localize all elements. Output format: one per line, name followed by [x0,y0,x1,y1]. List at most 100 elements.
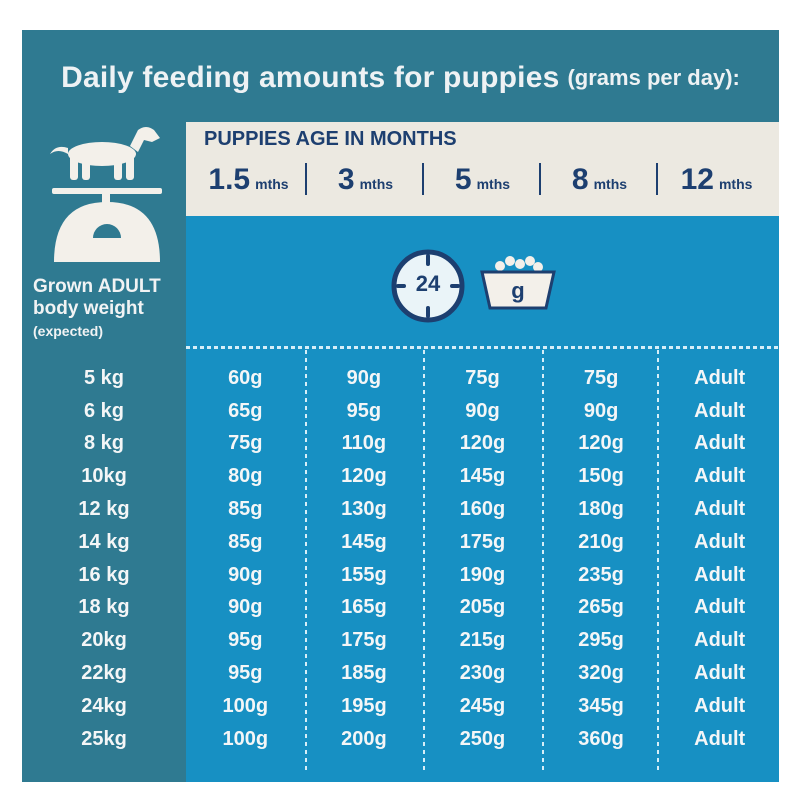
weight-cell: 25kg [81,727,127,750]
weight-column-label: Grown ADULT body weight (expected) [33,276,193,342]
age-header-title: PUPPIES AGE IN MONTHS [204,128,457,150]
amount-cell: 145g [341,530,387,553]
amount-cell: 130g [341,498,387,521]
table-row: 22kg 95g 185g 230g 320g Adult [22,657,779,690]
amount-cell: 75g [465,366,500,389]
amount-cell: 80g [228,465,263,488]
amount-cell: 215g [459,629,506,652]
food-bowl-icon [480,256,556,310]
amount-cell: 160g [459,498,506,521]
column-divider [542,350,544,770]
amount-cell: 180g [578,498,624,521]
amount-cell: 165g [341,596,387,619]
weight-cell: 22kg [81,662,127,685]
weight-cell: 8 kg [83,432,125,455]
amount-cell: Adult [694,629,746,652]
amount-cell: 120g [341,465,387,488]
weight-label-line2: body weight [33,298,144,319]
amount-cell: 250g [459,727,506,750]
amount-cell: 245g [459,694,506,717]
age-unit: mths [359,176,394,192]
amount-cell: 195g [341,694,387,717]
age-num: 5 [454,163,472,196]
weight-cell: 20kg [81,629,127,652]
age-col-4: 8 mths [541,157,658,207]
table-row: 18 kg 90g 165g 205g 265g Adult [22,592,779,625]
amount-cell: 345g [578,694,624,717]
age-divider [539,163,541,195]
amount-cell: Adult [694,694,746,717]
weight-cell: 16 kg [78,563,130,586]
amount-cell: Adult [694,498,746,521]
amount-cell: 295g [578,629,624,652]
amount-cell: Adult [694,563,746,586]
amount-cell: 100g [222,727,269,750]
age-unit: mths [593,176,628,192]
age-col-5: 12 mths [658,157,775,207]
amount-cell: 75g [583,366,619,389]
weight-cell: 18 kg [78,596,130,619]
age-header [186,122,779,216]
weight-cell: 10kg [81,465,127,488]
amount-cell: 60g [228,366,263,389]
weight-cell: 14 kg [78,530,130,553]
table-row: 25kg 100g 200g 250g 360g Adult [22,723,779,756]
amount-cell: 210g [578,530,624,553]
amount-cell: 95g [346,399,382,422]
amount-cell: Adult [694,465,746,488]
table-row: 12 kg 85g 130g 160g 180g Adult [22,493,779,526]
amount-cell: 95g [228,662,263,685]
amount-cell: 205g [459,596,506,619]
clock-24h-icon [391,249,465,323]
amount-cell: 235g [578,563,624,586]
amount-cell: 360g [578,727,624,750]
amount-cell: Adult [694,662,746,685]
amount-cell: 90g [346,366,382,389]
age-unit: mths [476,176,511,192]
age-divider [305,163,307,195]
column-divider [305,350,307,770]
age-divider [422,163,424,195]
table-row: 5 kg 60g 90g 75g 75g Adult [22,362,779,395]
table-row: 10kg 80g 120g 145g 150g Adult [22,460,779,493]
age-col-1: 1.5 mths [190,157,307,207]
weight-cell: 24kg [81,694,127,717]
age-num: 3 [337,163,355,196]
age-num: 8 [571,163,589,196]
amount-cell: Adult [694,399,746,422]
page-subtitle: (grams per day): [567,65,740,90]
amount-cell: Adult [694,596,746,619]
age-num: 1.5 [208,163,251,196]
amount-cell: 90g [228,563,263,586]
title-bar: Daily feeding amounts for puppies (grams… [22,30,779,126]
bowl-label: g [511,278,525,303]
table-row: 6 kg 65g 95g 90g 90g Adult [22,395,779,428]
age-col-2: 3 mths [307,157,424,207]
amount-cell: Adult [694,366,746,389]
amount-cell: 90g [465,399,500,422]
amount-cell: 265g [578,596,624,619]
amount-cell: 65g [228,399,263,422]
table-row: 8 kg 75g 110g 120g 120g Adult [22,428,779,461]
amount-cell: 120g [578,432,624,455]
amount-cell: 95g [228,629,263,652]
amount-cell: 100g [222,694,269,717]
amount-cell: 320g [578,662,624,685]
amount-cell: 150g [578,465,624,488]
table-row: 24kg 100g 195g 245g 345g Adult [22,690,779,723]
weight-cell: 5 kg [83,366,125,389]
table-row: 20kg 95g 175g 215g 295g Adult [22,624,779,657]
page-title: Daily feeding amounts for puppies [61,61,560,94]
amount-cell: 90g [228,596,263,619]
weight-cell: 6 kg [83,399,125,422]
amount-cell: 200g [341,727,387,750]
amount-cell: Adult [694,432,746,455]
amount-cell: 175g [459,530,506,553]
amount-cell: 75g [228,432,263,455]
column-divider [423,350,425,770]
header-rule [186,346,779,349]
amount-cell: 85g [228,498,263,521]
clock-label: 24 [415,271,441,296]
amount-cell: 230g [459,662,506,685]
amount-cell: 190g [459,563,506,586]
